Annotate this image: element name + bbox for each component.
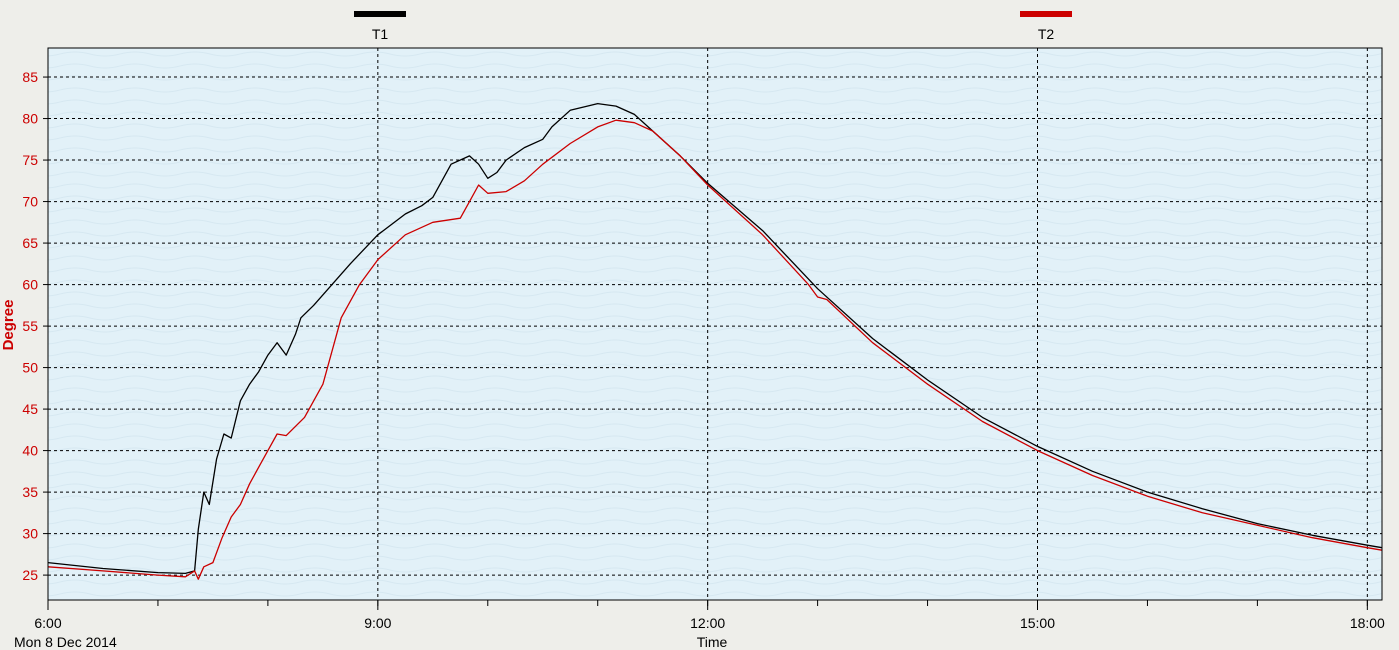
x-tick-label: 9:00 xyxy=(364,615,391,631)
y-tick-label: 40 xyxy=(22,443,38,459)
x-tick-label: 18:00 xyxy=(1350,615,1385,631)
legend-swatch-t1 xyxy=(354,11,406,17)
date-label: Mon 8 Dec 2014 xyxy=(14,634,117,650)
y-tick-label: 75 xyxy=(22,152,38,168)
x-tick-label: 15:00 xyxy=(1020,615,1055,631)
y-tick-label: 80 xyxy=(22,111,38,127)
grid-layer xyxy=(47,48,1382,600)
plot-texture xyxy=(48,48,1382,600)
legend-label-t1: T1 xyxy=(372,26,389,42)
y-tick-label: 85 xyxy=(22,69,38,85)
y-tick-label: 45 xyxy=(22,401,38,417)
y-axis-title: Degree xyxy=(0,300,17,351)
y-tick-label: 55 xyxy=(22,318,38,334)
y-tick-label: 65 xyxy=(22,235,38,251)
axis-layer: 25 30 35 40 45 50 55 60 65 70 75 80 85 6:00 9:00 12:00 1… xyxy=(22,47,1385,631)
series-line-t2 xyxy=(47,119,1383,580)
y-tick-label: 35 xyxy=(22,484,38,500)
legend-label-t2: T2 xyxy=(1038,26,1055,42)
y-tick-label: 60 xyxy=(22,277,38,293)
plot-frame xyxy=(47,47,1383,601)
x-tick-label: 6:00 xyxy=(34,615,61,631)
series-layer xyxy=(47,102,1383,580)
x-axis-title: Time xyxy=(697,634,728,650)
legend: T1 T2 xyxy=(354,11,1072,42)
y-tick-label: 25 xyxy=(22,567,38,583)
series-line-t1 xyxy=(47,102,1383,575)
y-tick-label: 30 xyxy=(22,526,38,542)
plot-area xyxy=(48,48,1382,600)
x-tick-label: 12:00 xyxy=(690,615,725,631)
legend-swatch-t2 xyxy=(1020,11,1072,17)
y-tick-label: 50 xyxy=(22,360,38,376)
y-tick-label: 70 xyxy=(22,194,38,210)
